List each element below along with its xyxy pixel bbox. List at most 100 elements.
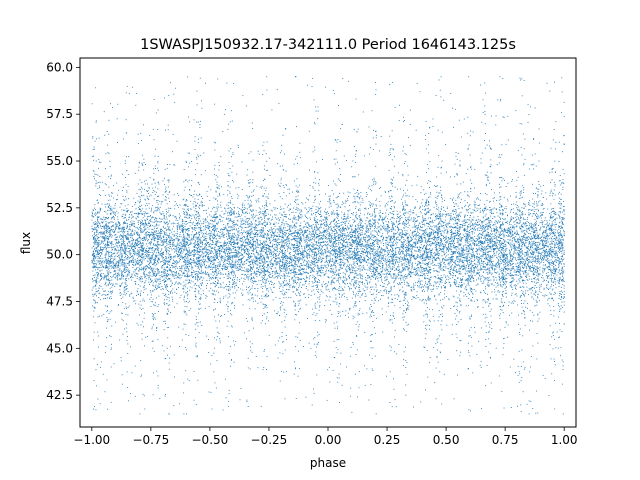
data-point	[287, 240, 289, 242]
data-point	[116, 261, 118, 263]
data-point	[250, 280, 252, 282]
data-point	[346, 254, 348, 256]
data-point	[286, 259, 288, 261]
data-point	[505, 206, 507, 208]
data-point	[267, 257, 269, 259]
data-point	[543, 227, 545, 228]
data-point	[380, 290, 382, 291]
data-point	[275, 261, 277, 263]
data-point	[356, 240, 358, 242]
data-point	[115, 255, 117, 257]
data-point	[185, 214, 187, 216]
data-point	[169, 254, 171, 256]
data-point	[113, 215, 115, 217]
data-point	[252, 247, 254, 249]
data-point	[397, 262, 399, 263]
data-point	[314, 226, 316, 228]
data-point	[282, 289, 284, 291]
data-point	[514, 239, 516, 240]
data-point	[131, 229, 133, 231]
data-point	[370, 288, 372, 290]
data-point	[418, 261, 420, 263]
data-point	[230, 264, 231, 266]
data-point	[160, 261, 162, 263]
data-point	[335, 297, 337, 299]
data-point	[495, 225, 497, 227]
data-point	[453, 274, 455, 276]
data-point	[93, 260, 95, 261]
data-point	[537, 245, 539, 247]
data-point	[399, 301, 401, 302]
data-point	[139, 249, 141, 251]
data-point	[544, 237, 546, 239]
data-point	[330, 266, 332, 267]
data-point	[307, 289, 309, 291]
data-point	[404, 244, 406, 246]
data-point	[484, 237, 486, 239]
data-point	[395, 275, 397, 277]
data-point	[480, 227, 482, 229]
data-point	[240, 208, 242, 210]
data-point	[494, 245, 495, 247]
data-point	[462, 278, 463, 280]
data-point	[176, 274, 178, 276]
data-point	[556, 268, 558, 270]
data-point	[299, 300, 301, 302]
data-point	[443, 261, 445, 263]
data-point	[546, 240, 547, 242]
data-point	[418, 234, 420, 236]
data-point	[328, 195, 330, 197]
data-point	[281, 304, 283, 306]
data-point	[175, 248, 177, 250]
data-point	[341, 236, 343, 238]
data-point	[338, 196, 339, 198]
data-point	[463, 283, 465, 285]
data-point	[154, 262, 156, 263]
data-point	[157, 203, 159, 205]
data-point	[97, 260, 99, 262]
data-point	[540, 257, 542, 259]
data-point	[306, 256, 308, 258]
data-point	[123, 266, 125, 268]
data-point	[167, 225, 169, 227]
data-point	[419, 228, 421, 230]
data-point	[305, 247, 307, 249]
data-point	[492, 244, 494, 246]
data-point	[124, 251, 126, 253]
data-point	[138, 252, 140, 254]
data-point	[531, 224, 533, 226]
data-point	[330, 284, 332, 286]
data-point	[247, 220, 249, 222]
data-point	[202, 247, 204, 249]
data-point	[322, 260, 323, 262]
data-point	[329, 197, 331, 199]
data-point	[517, 262, 519, 264]
data-point	[546, 237, 548, 239]
data-point	[464, 269, 466, 271]
chart-title: 1SWASPJ150932.17-342111.0 Period 1646143…	[140, 37, 516, 53]
data-point	[151, 248, 153, 250]
data-point	[351, 278, 353, 280]
data-point	[460, 243, 462, 245]
data-point	[416, 270, 418, 272]
data-point	[535, 228, 537, 230]
data-point	[263, 213, 265, 215]
data-point	[221, 256, 223, 258]
data-point	[523, 238, 525, 240]
data-point	[550, 275, 552, 277]
data-point	[321, 239, 323, 240]
data-point	[348, 278, 350, 280]
data-point	[148, 281, 150, 283]
data-point	[281, 232, 283, 234]
data-point	[355, 276, 357, 278]
data-point	[242, 243, 243, 245]
data-point	[138, 212, 140, 214]
data-point	[498, 221, 500, 223]
data-point	[280, 249, 282, 250]
data-point	[362, 233, 364, 235]
data-point	[289, 225, 290, 227]
data-point	[136, 276, 138, 278]
data-point	[309, 217, 311, 219]
data-point	[302, 270, 304, 272]
data-point	[284, 250, 286, 252]
